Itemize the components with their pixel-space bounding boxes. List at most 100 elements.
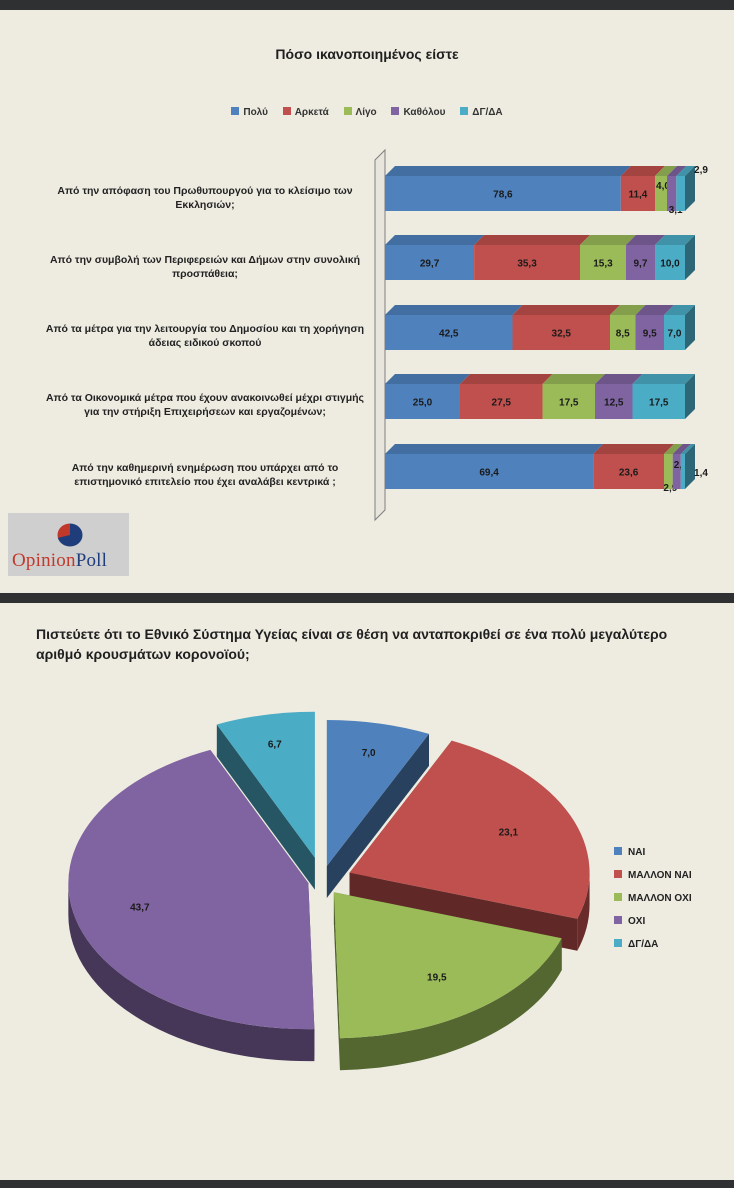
- bar-chart-title: Πόσο ικανοποιημένος είστε: [275, 46, 459, 62]
- category-label: Από την καθημερινή ενημέρωση που υπάρχει…: [71, 462, 339, 488]
- pie-data-label: 19,5: [427, 973, 447, 984]
- pie-slice: [333, 892, 562, 1071]
- data-label: 35,3: [517, 259, 537, 270]
- legend-item-dgda: ΔΓ/ΔΑ: [460, 107, 503, 118]
- data-label: 9,7: [633, 259, 647, 270]
- bar-segment: [664, 305, 695, 350]
- pie-legend-swatch: [614, 939, 622, 947]
- bar-segment: [625, 235, 665, 280]
- bar-segment: [632, 374, 695, 419]
- data-label: 32,5: [552, 329, 572, 340]
- logo-mark: [56, 522, 84, 548]
- data-label: 11,4: [628, 190, 647, 201]
- pie-legend-label: ΔΓ/ΔΑ: [628, 939, 658, 950]
- data-label: 8,5: [616, 329, 630, 340]
- data-label: 29,7: [420, 259, 440, 270]
- logo-text-poll: Poll: [75, 550, 108, 571]
- bar-segment: [474, 235, 590, 280]
- legend-swatch-poly: [231, 107, 240, 115]
- bar-segment: [664, 444, 683, 489]
- pie-legend: ΝΑΙ ΜΑΛΛΟΝ ΝΑΙ ΜΑΛΛΟΝ ΟΧΙ ΟΧΙ ΔΓ/ΔΑ: [614, 847, 692, 950]
- bar-segment: [460, 374, 553, 419]
- bar-segment: [655, 166, 677, 211]
- logo-text: OpinionPoll: [12, 550, 107, 572]
- category-label: Από τα Οικονομικά μέτρα που έχουν ανακοι…: [45, 392, 365, 418]
- data-label: 2,9: [663, 483, 677, 494]
- pie-slice: [326, 719, 429, 898]
- pie-chart-plot: 7,0 23,1 19,5 43,7 6,7 ΝΑΙ ΜΑΛΛΟΝ ΝΑΙ ΜΑΛΛΟΝ ΟΧ…: [68, 711, 692, 1071]
- legend-item-poly: Πολύ: [231, 107, 268, 118]
- bar-segment: [385, 235, 485, 280]
- pie-legend-label: ΜΑΛΛΟΝ ΝΑΙ: [628, 870, 692, 881]
- pie-legend-swatch: [614, 916, 622, 924]
- bar-segment: [580, 235, 636, 280]
- bar-segment: [385, 305, 523, 350]
- data-label: 23,6: [619, 468, 639, 479]
- bar-segment: [542, 374, 605, 419]
- bar-segment: [595, 374, 643, 419]
- bar-segment: [680, 444, 695, 489]
- legend-item-katholou: Καθόλου: [391, 107, 445, 118]
- data-label: 69,4: [479, 468, 499, 479]
- pie-data-label: 6,7: [268, 740, 282, 751]
- opinionpoll-logo: OpinionPoll: [8, 513, 129, 576]
- data-label: 2,9: [694, 165, 708, 176]
- bar-segment: [676, 166, 695, 211]
- bar-segment: [385, 166, 631, 211]
- legend-item-ligo: Λίγο: [343, 107, 377, 118]
- legend-item-arketa: Αρκετά: [282, 107, 329, 118]
- bar-segment: [385, 374, 470, 419]
- data-label: 25,0: [413, 398, 433, 409]
- legend-swatch-ligo: [343, 107, 352, 115]
- bar-segment: [385, 444, 604, 489]
- legend-label-dgda: ΔΓ/ΔΑ: [472, 107, 503, 118]
- logo-text-opinion: Opinion: [12, 550, 76, 571]
- bar-segment: [593, 444, 674, 489]
- bar-chart-panel: Πόσο ικανοποιημένος είστε Πολύ Αρκετά Λί…: [0, 10, 734, 593]
- legend-label-arketa: Αρκετά: [294, 107, 329, 118]
- data-label: 7,0: [668, 329, 682, 340]
- data-label: 27,5: [492, 398, 512, 409]
- pie-data-label: 43,7: [130, 902, 150, 913]
- pie-legend-swatch: [614, 870, 622, 878]
- bar-segment: [655, 235, 695, 280]
- data-label: 1,4: [694, 468, 708, 479]
- bar-segment: [635, 305, 674, 350]
- category-label: Από την απόφαση του Πρωθυπουργού για το …: [57, 185, 353, 211]
- data-label: 17,5: [559, 398, 579, 409]
- legend-swatch-dgda: [460, 107, 469, 115]
- category-label: Από τα μέτρα για την λειτουργία του Δημο…: [45, 323, 365, 349]
- pie-slice: [216, 711, 315, 890]
- pie-chart-panel: Πιστεύετε ότι το Εθνικό Σύστημα Υγείας ε…: [0, 603, 734, 1180]
- pie-chart-title: Πιστεύετε ότι το Εθνικό Σύστημα Υγείας ε…: [36, 626, 668, 662]
- legend-label-katholou: Καθόλου: [403, 107, 446, 118]
- bar-segment: [610, 305, 646, 350]
- pie-legend-label: ΟΧΙ: [628, 916, 645, 927]
- pie-data-label: 7,0: [362, 748, 376, 759]
- bar-chart-legend: Πολύ Αρκετά Λίγο Καθόλου ΔΓ/ΔΑ: [0, 107, 734, 118]
- legend-label-poly: Πολύ: [243, 107, 268, 118]
- data-label: 10,0: [660, 259, 680, 270]
- pie-legend-swatch: [614, 847, 622, 855]
- data-label: 12,5: [604, 398, 624, 409]
- bar-segment: [667, 166, 687, 211]
- data-label: 3,1: [669, 205, 683, 216]
- bar-segment: [512, 305, 620, 350]
- bar-chart-plot: 78,6 11,4 4,0 3,1 2,9 29,7 35,3 15,3 9,7 10,0 42,5…: [374, 148, 708, 522]
- legend-swatch-arketa: [282, 107, 291, 115]
- category-label: Από την συμβολή των Περιφερειών και Δήμω…: [49, 254, 361, 280]
- legend-swatch-katholou: [391, 107, 400, 115]
- axis-wall: [374, 148, 386, 522]
- pie-legend-swatch: [614, 893, 622, 901]
- data-label: 78,6: [493, 190, 513, 201]
- bar-segment: [620, 166, 665, 211]
- data-label: 17,5: [649, 398, 669, 409]
- pie-legend-label: ΜΑΛΛΟΝ ΟΧΙ: [628, 893, 692, 904]
- pie-slice: [68, 749, 315, 1062]
- legend-label-ligo: Λίγο: [355, 107, 377, 118]
- bar-segment: [672, 444, 691, 489]
- data-label: 15,3: [593, 259, 613, 270]
- pie-data-label: 23,1: [499, 827, 519, 838]
- data-label: 4,0: [656, 181, 670, 192]
- data-label: 9,5: [643, 329, 657, 340]
